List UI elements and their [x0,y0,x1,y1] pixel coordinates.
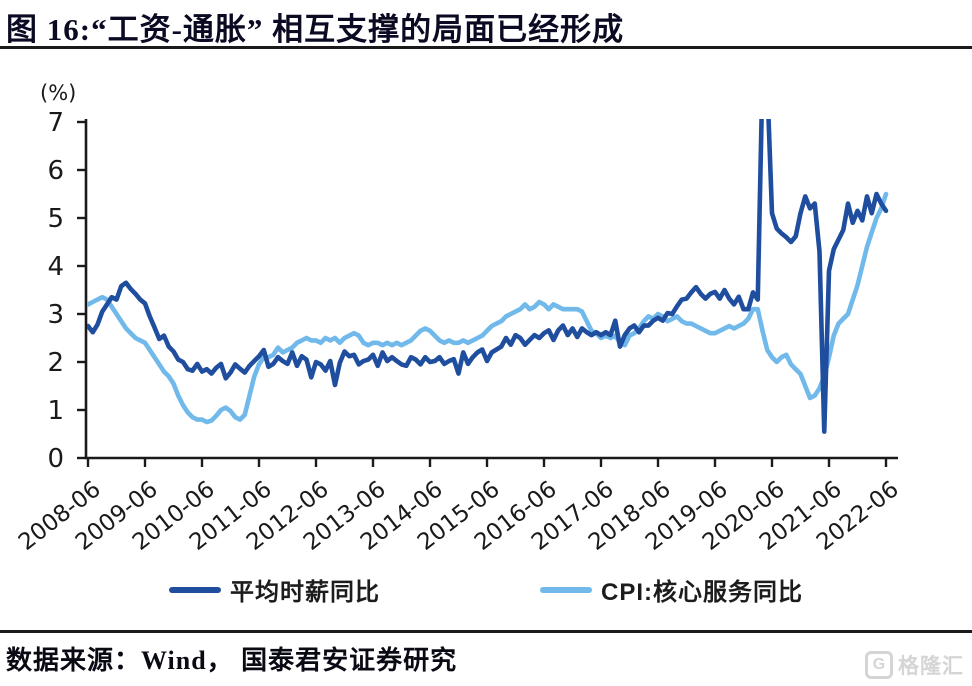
cpi-legend-label: CPI:核心服务同比 [601,579,803,606]
y-tick-label: 7 [47,108,64,138]
y-tick-label: 1 [47,396,64,426]
average-hourly-wage-line [87,119,889,434]
chart-legend: 平均时薪同比 CPI:核心服务同比 [0,572,972,607]
y-tick-label: 4 [47,252,64,282]
y-tick-label: 0 [47,444,64,474]
y-axis-unit-label: (%) [40,81,76,105]
legend-item-cpi: CPI:核心服务同比 [540,572,803,607]
y-axis-ticks: 0 1 2 3 4 5 6 7 [47,108,86,474]
line-chart: (%) 0 1 2 3 4 5 6 7 2008-062009-062010-062011-0… [14,81,904,556]
cpi-core-services-line [87,191,889,425]
y-tick-label: 3 [47,300,64,330]
x-axis-ticks: 2008-062009-062010-062011-062012-062013-… [14,458,904,556]
data-source-text: 数据来源：Wind， 国泰君安证券研究 [6,646,458,675]
y-tick-label: 5 [47,204,64,234]
y-tick-label: 6 [47,156,64,186]
legend-item-wage: 平均时薪同比 [169,572,380,607]
gelonghui-watermark-text: 格隆汇 [898,655,964,678]
title-divider [0,46,972,49]
footer-divider [0,630,972,633]
cpi-line-swatch [540,586,592,593]
wage-legend-label: 平均时薪同比 [230,579,380,606]
wage-line-swatch [169,586,221,593]
y-tick-label: 2 [47,348,64,378]
gelonghui-logo-icon: G [865,651,893,679]
gelonghui-watermark: G 格隆汇 [865,650,964,680]
figure-title: 图 16:“工资-通胀” 相互支撑的局面已经形成 [6,12,625,47]
axis-lines [84,119,898,460]
